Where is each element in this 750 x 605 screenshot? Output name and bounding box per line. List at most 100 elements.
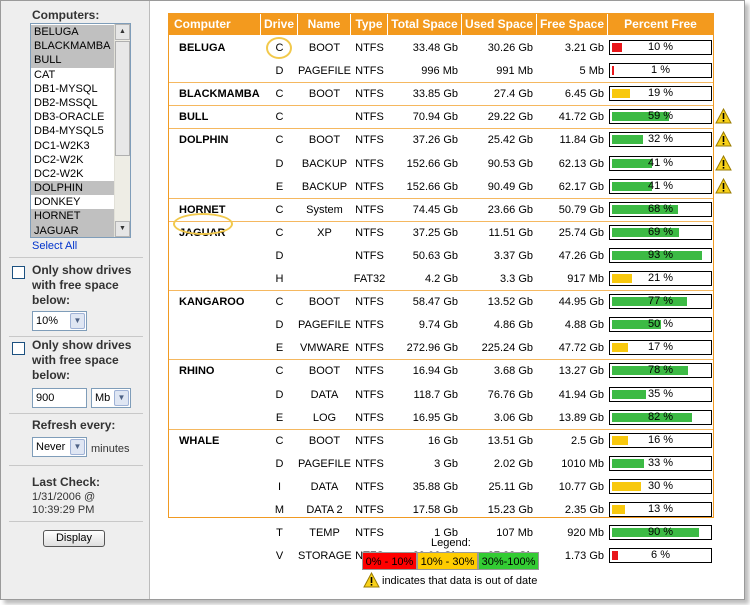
drive-letter: C [275,203,284,216]
drive-letter: D [275,65,284,78]
filter-size-label: Only show drives with free space below: [32,338,132,382]
filter-size-value: 900 [36,392,55,404]
free-space: 41.72 Gb [558,111,604,124]
percent-free-label: 82 % [647,410,674,423]
total-space: 74.45 Gb [412,203,458,216]
percent-free-label: 90 % [647,526,674,539]
used-space: 25.42 Gb [487,134,533,147]
percent-free-bar: 93 % [609,247,712,263]
filter-size-checkbox[interactable] [12,342,25,355]
drive-letter: C [275,88,284,101]
used-space: 11.51 Gb [488,226,533,239]
computer-list-item[interactable]: BELUGA [31,25,115,40]
percent-free-fill [612,551,618,561]
free-space: 13.89 Gb [558,411,604,424]
computer-list-item[interactable]: DC1-W2K3 [34,139,90,152]
scroll-down-arrow-icon[interactable]: ▼ [115,221,130,237]
chevron-down-icon[interactable]: ▼ [70,313,85,329]
computer-list-item[interactable]: DB2-MSSQL [34,96,98,109]
percent-free-bar: 33 % [609,455,712,471]
free-space: 47.26 Gb [558,249,604,262]
sidebar: Computers: BELUGA BLACKMAMBA BULL CAT DB1-MY… [1,1,150,599]
drive-letter: M [274,504,285,516]
computer-list-item[interactable]: DB4-MYSQL5 [34,125,104,138]
total-space: 272.96 Gb [406,342,458,355]
drive-letter: C [275,111,284,124]
percent-free-bar: 19 % [609,86,712,102]
used-space: 13.52 Gb [487,296,533,309]
free-space: 47.72 Gb [558,342,604,355]
filter-size-unit-select[interactable]: Mb ▼ [91,388,131,408]
percent-free-fill [612,320,661,330]
chevron-down-icon[interactable]: ▼ [114,390,129,406]
filter-percent-value: 10% [36,315,59,327]
used-space: 3.06 Gb [493,411,533,424]
computer-list-item[interactable]: HORNET [31,209,115,224]
warning-icon [715,131,732,147]
filesystem-type: NTFS [355,296,384,309]
refresh-select[interactable]: Never ▼ [32,437,87,457]
filesystem-type: NTFS [355,480,384,493]
group-separator [169,105,713,107]
scroll-up-arrow-icon[interactable]: ▲ [115,24,130,40]
percent-free-label: 69 % [647,225,674,238]
computer-list-item[interactable]: DC2-W2K [34,167,84,180]
percent-free-fill [612,528,699,538]
column-header-percent-free: Percent Free [624,17,697,31]
percent-free-bar: 69 % [609,224,712,240]
refresh-label: Refresh every: [32,418,116,432]
drive-letter: C [275,434,284,447]
filesystem-type: NTFS [355,88,384,101]
table-header: Computer Drive Name Type Total Space Use… [169,14,713,35]
percent-free-label: 77 % [647,295,674,308]
drive-name: TEMP [309,527,340,540]
filesystem-type: NTFS [355,134,384,147]
group-separator [169,359,713,361]
listbox-scrollbar[interactable]: ▲ ▼ [114,24,130,237]
percent-free-bar: 68 % [609,201,712,217]
computer-list-item[interactable]: BLACKMAMBA [31,39,115,54]
drive-letter: D [275,319,284,332]
computer-list-item[interactable]: DB1-MYSQL [34,82,98,95]
drive-name: PAGEFILE [298,319,351,332]
computer-list-item[interactable]: CAT [34,68,56,81]
used-space: 29.22 Gb [487,111,533,124]
computer-list-item[interactable]: BULL [31,53,115,68]
filter-percent-checkbox[interactable] [12,266,25,279]
computer-list-item[interactable]: DONKEY [34,196,81,209]
percent-free-bar: 13 % [609,502,712,517]
drive-name: BOOT [308,134,341,147]
free-space: 44.95 Gb [558,296,604,309]
computer-list-item[interactable]: DB3-ORACLE [34,111,105,124]
chevron-down-icon[interactable]: ▼ [70,439,85,455]
warning-icon [715,177,732,194]
select-all-link[interactable]: Select All [32,240,78,252]
free-space: 11.84 Gb [559,134,604,147]
free-space: 3.21 Gb [564,42,604,54]
computer-list-item[interactable]: DC2-W2K [34,153,84,166]
display-button[interactable]: Display [43,530,105,547]
percent-free-fill [612,481,641,491]
scroll-thumb[interactable] [115,41,130,156]
percent-free-bar: 32 % [609,132,712,148]
computer-list-item[interactable]: JAGUAR [31,223,115,237]
divider [9,257,143,258]
drive-letter: I [277,480,282,493]
filesystem-type: NTFS [355,411,384,424]
percent-free-bar: 6 % [609,548,712,564]
total-space: 152.66 Gb [406,157,458,170]
percent-free-fill [612,89,630,99]
legend-warning-note: indicates that data is out of date [382,575,538,587]
total-space: 70.94 Gb [412,111,458,124]
filter-size-input[interactable]: 900 [32,388,87,408]
percent-free-fill [612,250,702,260]
percent-free-label: 78 % [647,364,674,377]
drive-name: BOOT [308,296,341,309]
warning-icon [715,154,732,170]
computers-listbox[interactable]: BELUGA BLACKMAMBA BULL CAT DB1-MYSQL DB2-MSSQ… [30,23,131,238]
free-space: 6.45 Gb [564,88,604,101]
filter-percent-select[interactable]: 10% ▼ [32,311,87,331]
percent-free-label: 16 % [647,433,674,446]
computer-list-item[interactable]: DOLPHIN [31,181,115,196]
